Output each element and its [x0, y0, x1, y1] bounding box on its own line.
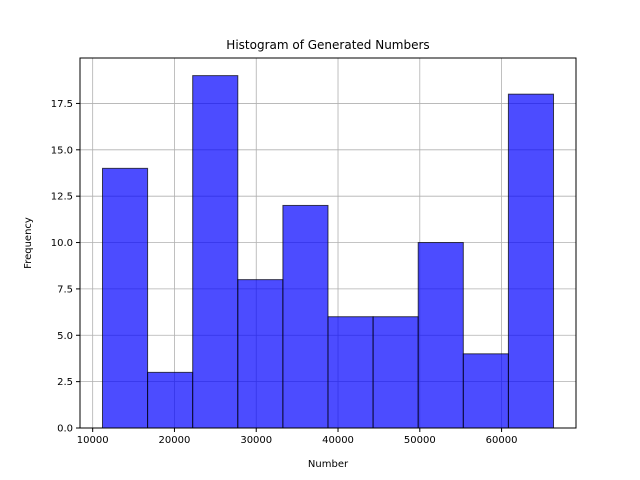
x-tick-label: 40000: [322, 435, 354, 446]
histogram-bar: [372, 316, 419, 429]
histogram-bar: [327, 316, 374, 429]
x-tick-label: 50000: [404, 435, 436, 446]
y-axis-title: Frequency: [23, 217, 34, 269]
y-tick-label: 7.5: [57, 284, 73, 295]
histogram-bars: [101, 75, 555, 429]
histogram-bar: [192, 75, 239, 429]
chart-title: Histogram of Generated Numbers: [226, 38, 429, 52]
y-tick-label: 15.0: [51, 145, 73, 156]
y-tick-label: 0.0: [57, 424, 73, 435]
x-axis-ticks: 10000 20000 30000 40000 50000 60000: [77, 428, 518, 446]
x-tick-label: 30000: [240, 435, 272, 446]
y-tick-label: 2.5: [57, 377, 73, 388]
x-tick-label: 10000: [77, 435, 109, 446]
histogram-bar: [147, 371, 194, 429]
y-tick-label: 12.5: [51, 192, 73, 203]
histogram-bar: [507, 93, 555, 429]
y-tick-label: 17.5: [51, 99, 73, 110]
x-tick-label: 60000: [486, 435, 518, 446]
y-tick-label: 5.0: [57, 331, 73, 342]
histogram-bar: [101, 167, 149, 429]
histogram-bar: [417, 242, 464, 429]
histogram-bar: [282, 204, 329, 429]
y-axis-ticks: 0.0 2.5 5.0 7.5 10.0 12.5 15.0 17.5: [51, 99, 80, 435]
x-axis-title: Number: [308, 459, 349, 470]
y-tick-label: 10.0: [51, 238, 73, 249]
histogram-bar: [462, 353, 509, 429]
x-tick-label: 20000: [159, 435, 191, 446]
histogram-bar: [237, 279, 284, 429]
